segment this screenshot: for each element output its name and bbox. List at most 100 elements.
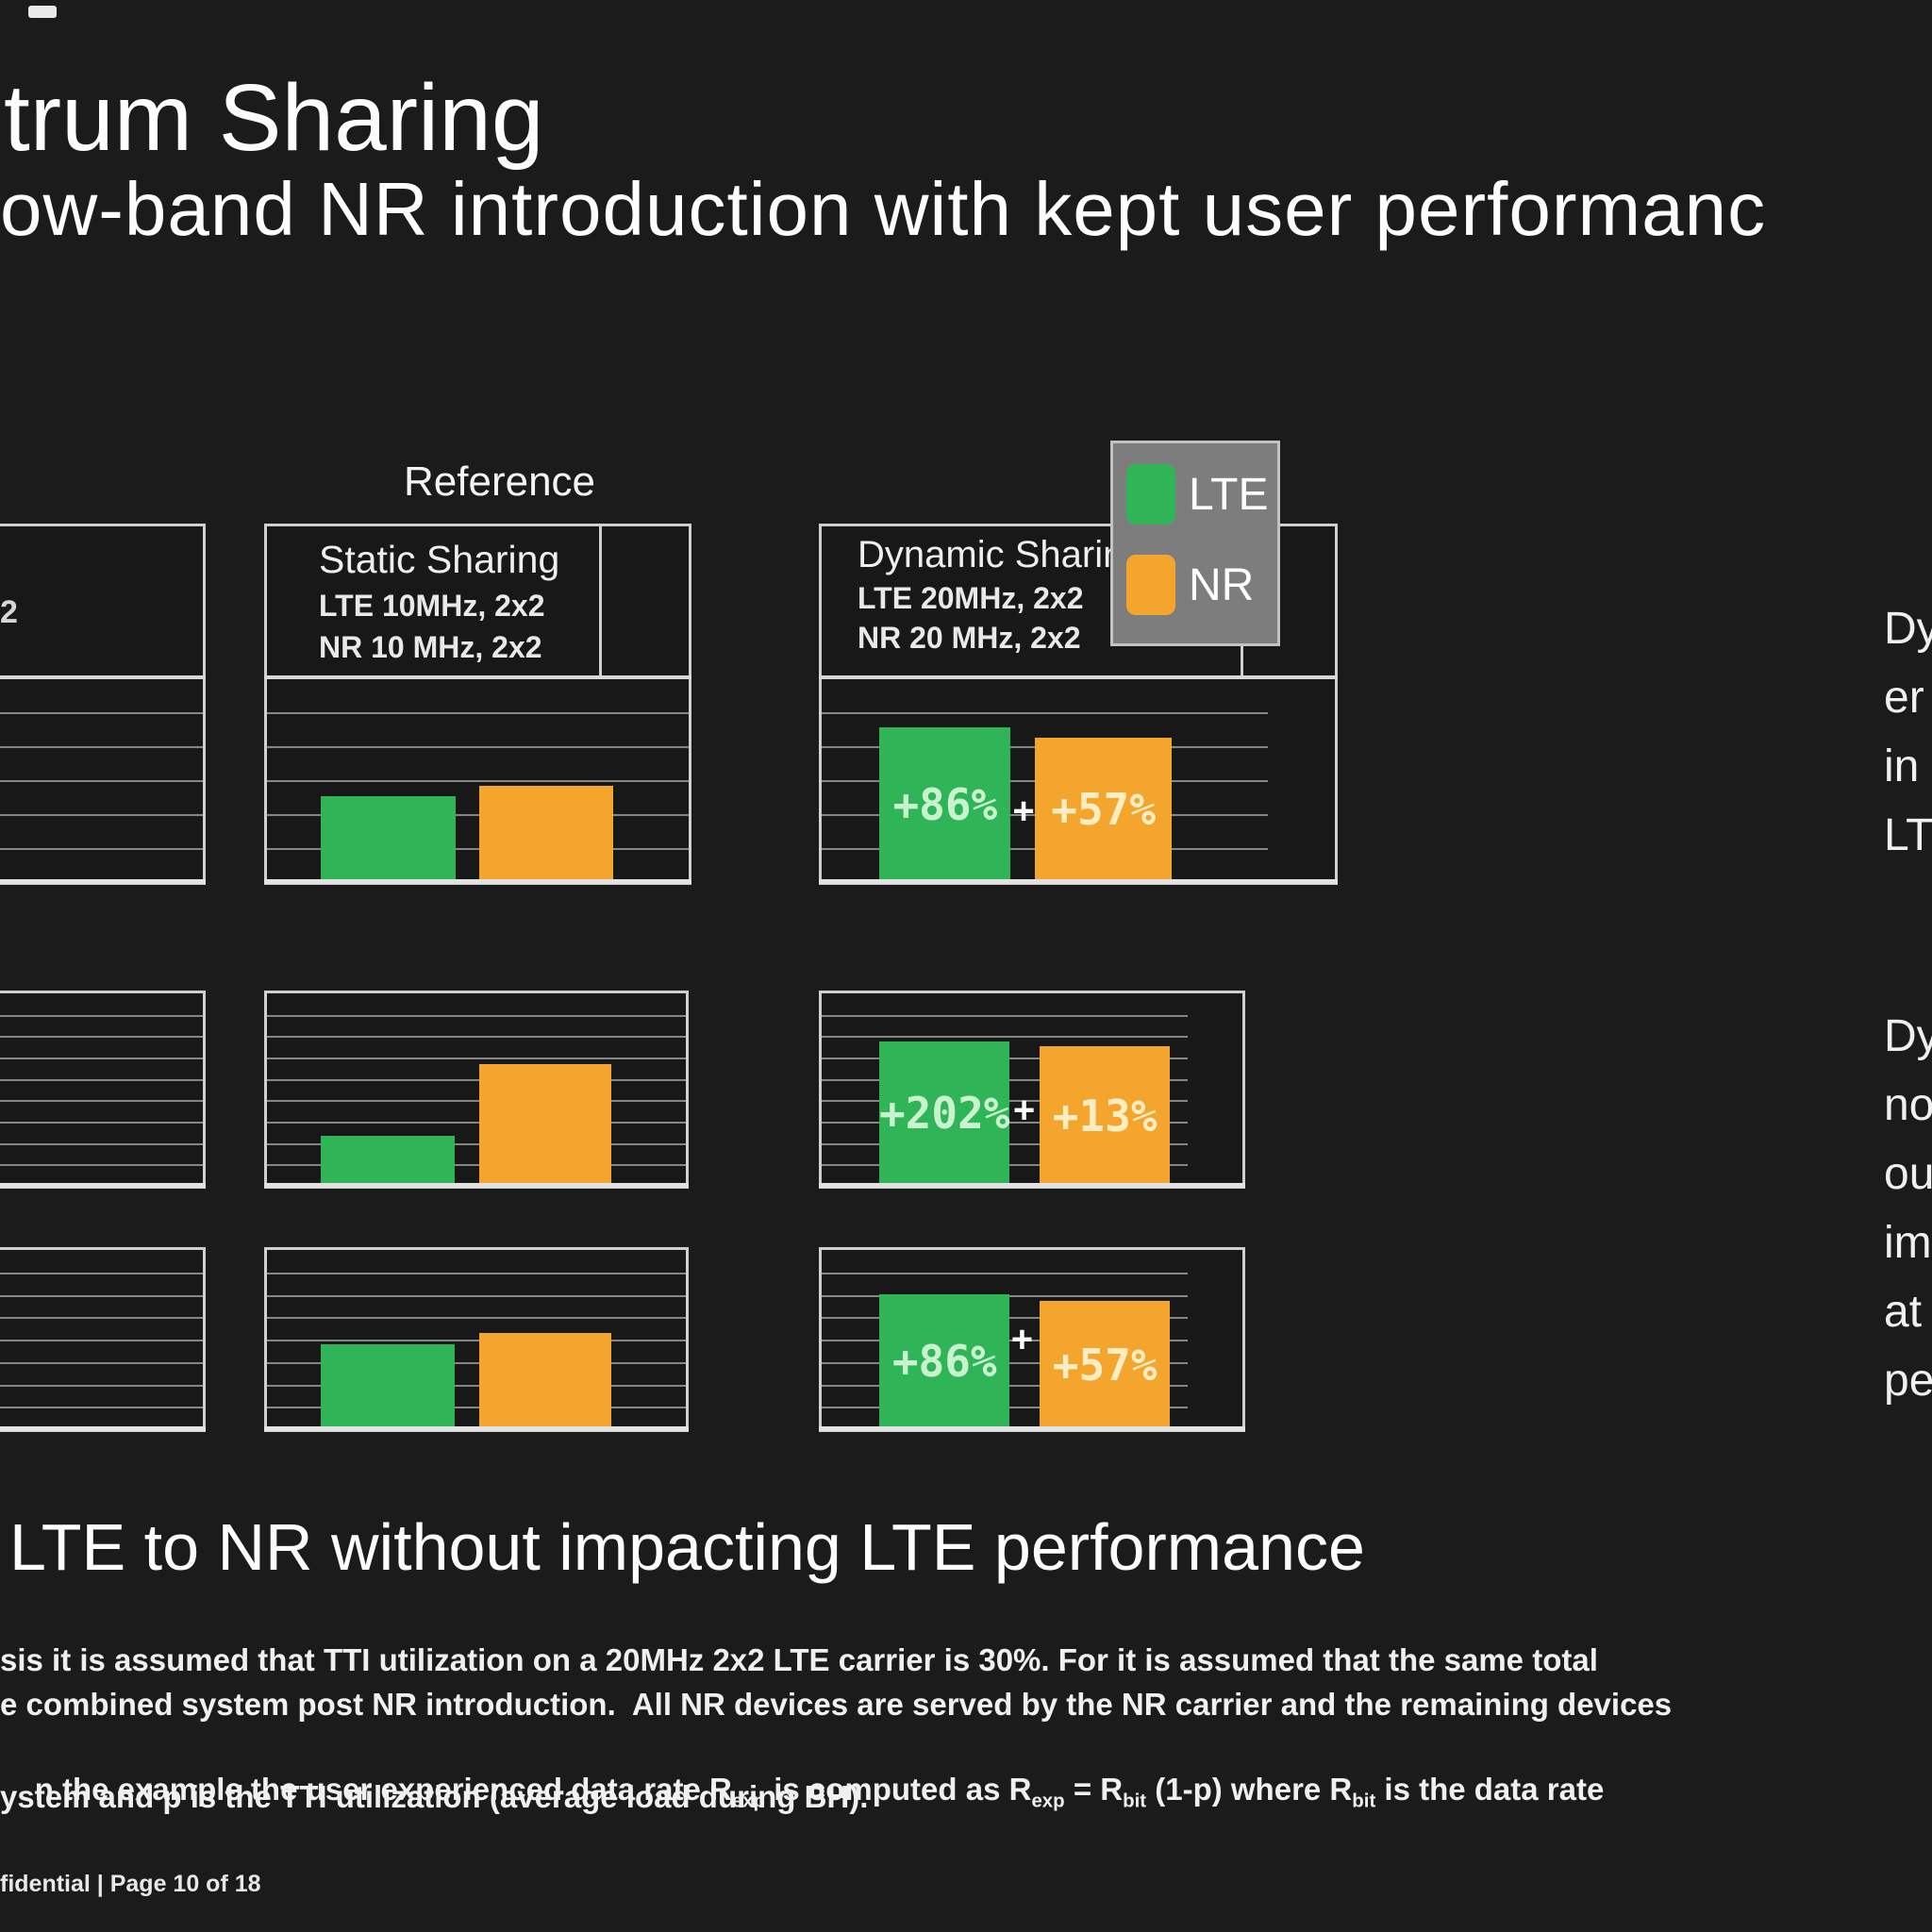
gridline [0, 1078, 203, 1081]
gridline [822, 1036, 1189, 1039]
gridline [267, 1142, 686, 1145]
gridline [267, 1294, 686, 1297]
gridline [822, 1272, 1189, 1274]
formula-text: is the data rate [1375, 1772, 1605, 1807]
paragraph-line-2: e combined system post NR introduction. … [0, 1687, 1673, 1722]
bar-value-label: +57% [1051, 784, 1157, 836]
legend-item-nr: NR [1126, 555, 1254, 615]
static-panel-title: Static Sharing [319, 538, 560, 581]
chart-row3-static [267, 1250, 686, 1429]
gridline [0, 1142, 203, 1145]
formula-text: = R [1064, 1772, 1124, 1807]
legend-item-lte: LTE [1126, 464, 1268, 525]
gridline [267, 1036, 686, 1039]
dynamic-chart-panel-row2: +202% +13% + [819, 991, 1245, 1189]
gridline [267, 1340, 686, 1341]
note-line: in [1884, 741, 1920, 791]
gridline [267, 745, 689, 748]
axis-line [264, 1426, 689, 1431]
note-line: er [1884, 673, 1924, 723]
bottom-headline: LTE to NR without impacting LTE performa… [9, 1510, 1365, 1584]
formula-text: is computed as R [765, 1772, 1032, 1807]
gridline [267, 1078, 686, 1081]
gridline [267, 1121, 686, 1124]
paragraph-line-3: n the example the user experienced data … [0, 1736, 1605, 1849]
gridline [0, 1407, 203, 1409]
note-line: im [1884, 1218, 1932, 1268]
plus-mark: + [1012, 1089, 1036, 1131]
gridline [267, 1164, 686, 1167]
gridline [0, 1317, 203, 1320]
gridline [267, 1057, 686, 1059]
left-partial-panel-row1 [0, 524, 206, 885]
static-panel-nr-config: NR 10 MHz, 2x2 [319, 630, 542, 664]
axis-line [819, 1183, 1245, 1188]
axis-line [819, 879, 1338, 884]
bar-nr: +57% [1040, 1301, 1171, 1429]
note-line: no [1884, 1080, 1932, 1130]
bar-lte: +86% [879, 1293, 1010, 1429]
note-line: at [1884, 1287, 1923, 1337]
gridline [0, 848, 203, 850]
formula-subscript: bit [1352, 1790, 1376, 1812]
panel-separator [264, 675, 691, 679]
gridline [0, 745, 203, 748]
gridline [267, 1272, 686, 1274]
note-line: LT [1884, 810, 1932, 860]
bar-value-label: +86% [891, 1336, 997, 1388]
axis-line [0, 1426, 206, 1431]
gridline [822, 1014, 1189, 1017]
paragraph-line-1: sis it is assumed that TTI utilization o… [0, 1642, 1598, 1677]
chart-row3-dynamic: +86% +57% + [822, 1250, 1242, 1429]
bar-value-label: +13% [1052, 1091, 1158, 1142]
gridline [0, 711, 203, 714]
bar-nr [479, 1333, 612, 1429]
bar-nr [479, 1063, 612, 1186]
axis-line [264, 1183, 689, 1188]
formula-text: (1-p) where R [1146, 1772, 1353, 1807]
gridline [267, 711, 689, 714]
bar-value-label: +57% [1052, 1340, 1158, 1391]
static-panel-lte-config: LTE 10MHz, 2x2 [319, 589, 545, 623]
note-line: Dy [1884, 1011, 1932, 1061]
gridline [0, 1100, 203, 1103]
legend-label-nr: NR [1189, 559, 1255, 610]
axis-line [819, 1426, 1245, 1431]
gridline [0, 1361, 203, 1364]
reference-label: Reference [404, 458, 596, 505]
gridline [0, 780, 203, 782]
nr-color-swatch [1126, 555, 1175, 615]
gridline [267, 1317, 686, 1320]
slide-title: trum Sharing [4, 65, 544, 171]
dynamic-panel-lte-config: LTE 20MHz, 2x2 [858, 581, 1084, 615]
plus-mark: + [1010, 1318, 1034, 1360]
panel-separator [819, 675, 1338, 679]
dynamic-panel-nr-config: NR 20 MHz, 2x2 [858, 621, 1081, 655]
gridline [0, 1164, 203, 1167]
axis-line [0, 1183, 206, 1188]
static-sharing-panel: Static Sharing LTE 10MHz, 2x2 NR 10 MHz,… [264, 524, 691, 885]
formula-subscript: bit [1123, 1790, 1147, 1812]
note-line: ou [1884, 1149, 1932, 1199]
axis-line [0, 879, 206, 884]
formula-subscript: exp [731, 1790, 766, 1812]
bar-lte: +202% [879, 1041, 1009, 1186]
plus-mark: + [1012, 791, 1035, 833]
formula-subscript: exp [1031, 1790, 1065, 1812]
gridline [0, 1272, 203, 1274]
chart-row2-left [0, 993, 203, 1186]
gridline [267, 1100, 686, 1103]
lte-color-swatch [1126, 464, 1175, 525]
left-panel-header-fragment: 2 [0, 594, 18, 630]
paragraph-line-4: ystem and p is the TTI utilization (aver… [0, 1779, 869, 1814]
bar-lte [321, 796, 457, 882]
note-line: pe [1884, 1356, 1932, 1406]
bar-lte: +86% [879, 726, 1011, 882]
chart-row2-dynamic: +202% +13% + [822, 993, 1242, 1186]
bar-value-label: +86% [892, 778, 998, 830]
gridline [267, 813, 689, 816]
gridline [267, 848, 689, 850]
gridline [822, 711, 1269, 714]
static-chart-panel-row2 [264, 991, 689, 1189]
bar-lte [321, 1135, 456, 1186]
